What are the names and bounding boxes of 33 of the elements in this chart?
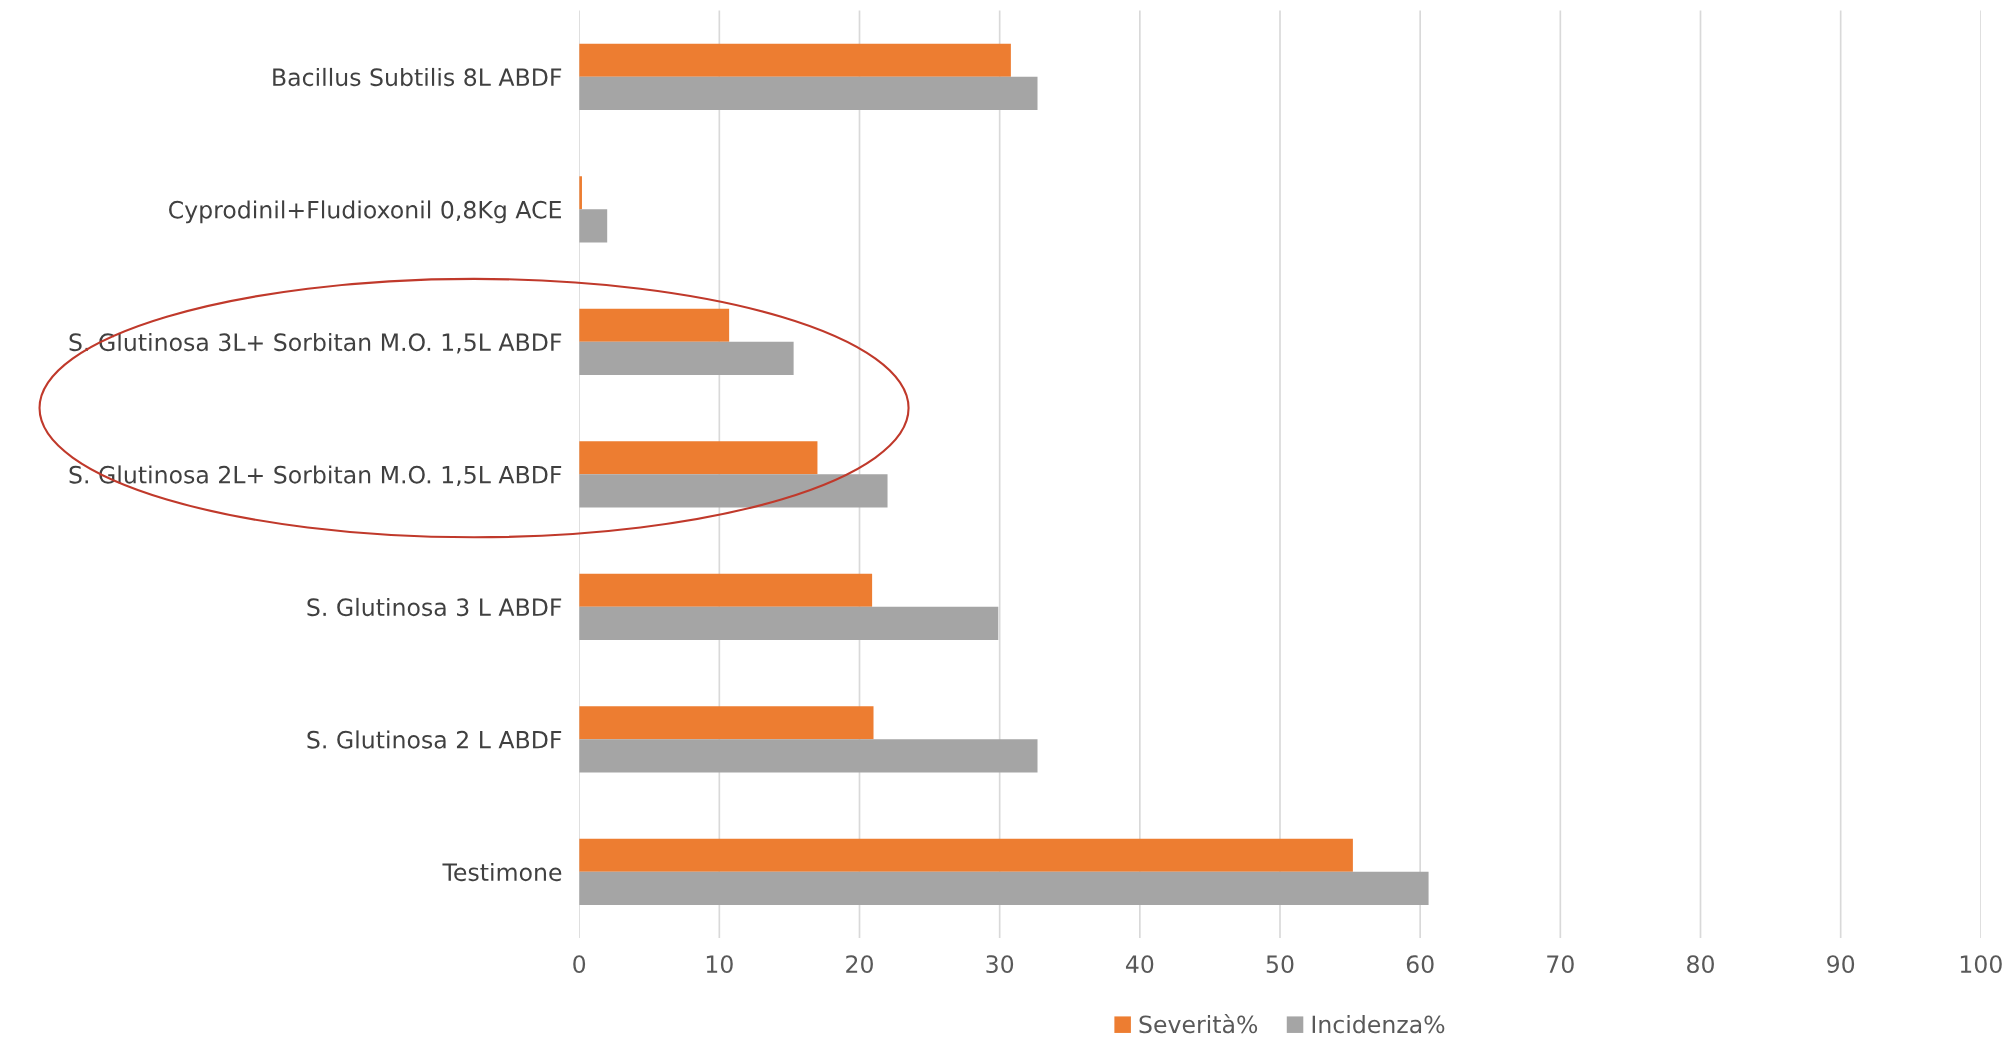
x-tick-label: 30: [986, 955, 1014, 974]
x-tick-label: 10: [706, 955, 733, 974]
legend-label: Incidenza%: [1312, 1015, 1445, 1034]
y-tick-label: S. Glutinosa 3L+ Sorbitan M.O. 1,5L ABDF: [69, 332, 562, 354]
legend-label: Severità%: [1139, 1014, 1258, 1034]
y-tick-label: S. Glutinosa 2 L ABDF: [307, 730, 562, 749]
x-tick-label: 80: [1687, 955, 1714, 974]
bar: [579, 209, 608, 243]
bar: [579, 43, 1011, 77]
x-tick-label: 90: [1827, 955, 1855, 974]
x-tick-label: 20: [846, 955, 873, 974]
bar: [579, 308, 730, 342]
y-tick-label: S. Glutinosa 2L+ Sorbitan M.O. 1,5L ABDF: [69, 465, 562, 487]
bar: [579, 76, 1038, 110]
y-tick-label: Cyprodinil+Fludioxonil 0,8Kg ACE: [169, 200, 561, 224]
y-tick-label: Testimone: [442, 862, 562, 882]
x-tick-label: 100: [1960, 955, 2002, 974]
x-tick-label: 40: [1125, 955, 1154, 974]
y-tick-label: S. Glutinosa 3 L ABDF: [307, 597, 562, 617]
bar: [579, 341, 794, 375]
bar: [579, 441, 818, 475]
bar: [579, 871, 1429, 905]
x-tick-label: 50: [1266, 955, 1294, 974]
bar: [579, 838, 1353, 872]
bar: [579, 606, 999, 640]
bar: [579, 573, 873, 607]
bar: [579, 739, 1038, 773]
bar: [579, 706, 874, 740]
x-tick-label: 60: [1406, 955, 1434, 974]
y-tick-label: Bacillus Subtilis 8L ABDF: [273, 67, 562, 87]
x-tick-label: 70: [1547, 955, 1574, 974]
bar: [579, 474, 888, 508]
x-tick-label: 0: [573, 955, 586, 974]
